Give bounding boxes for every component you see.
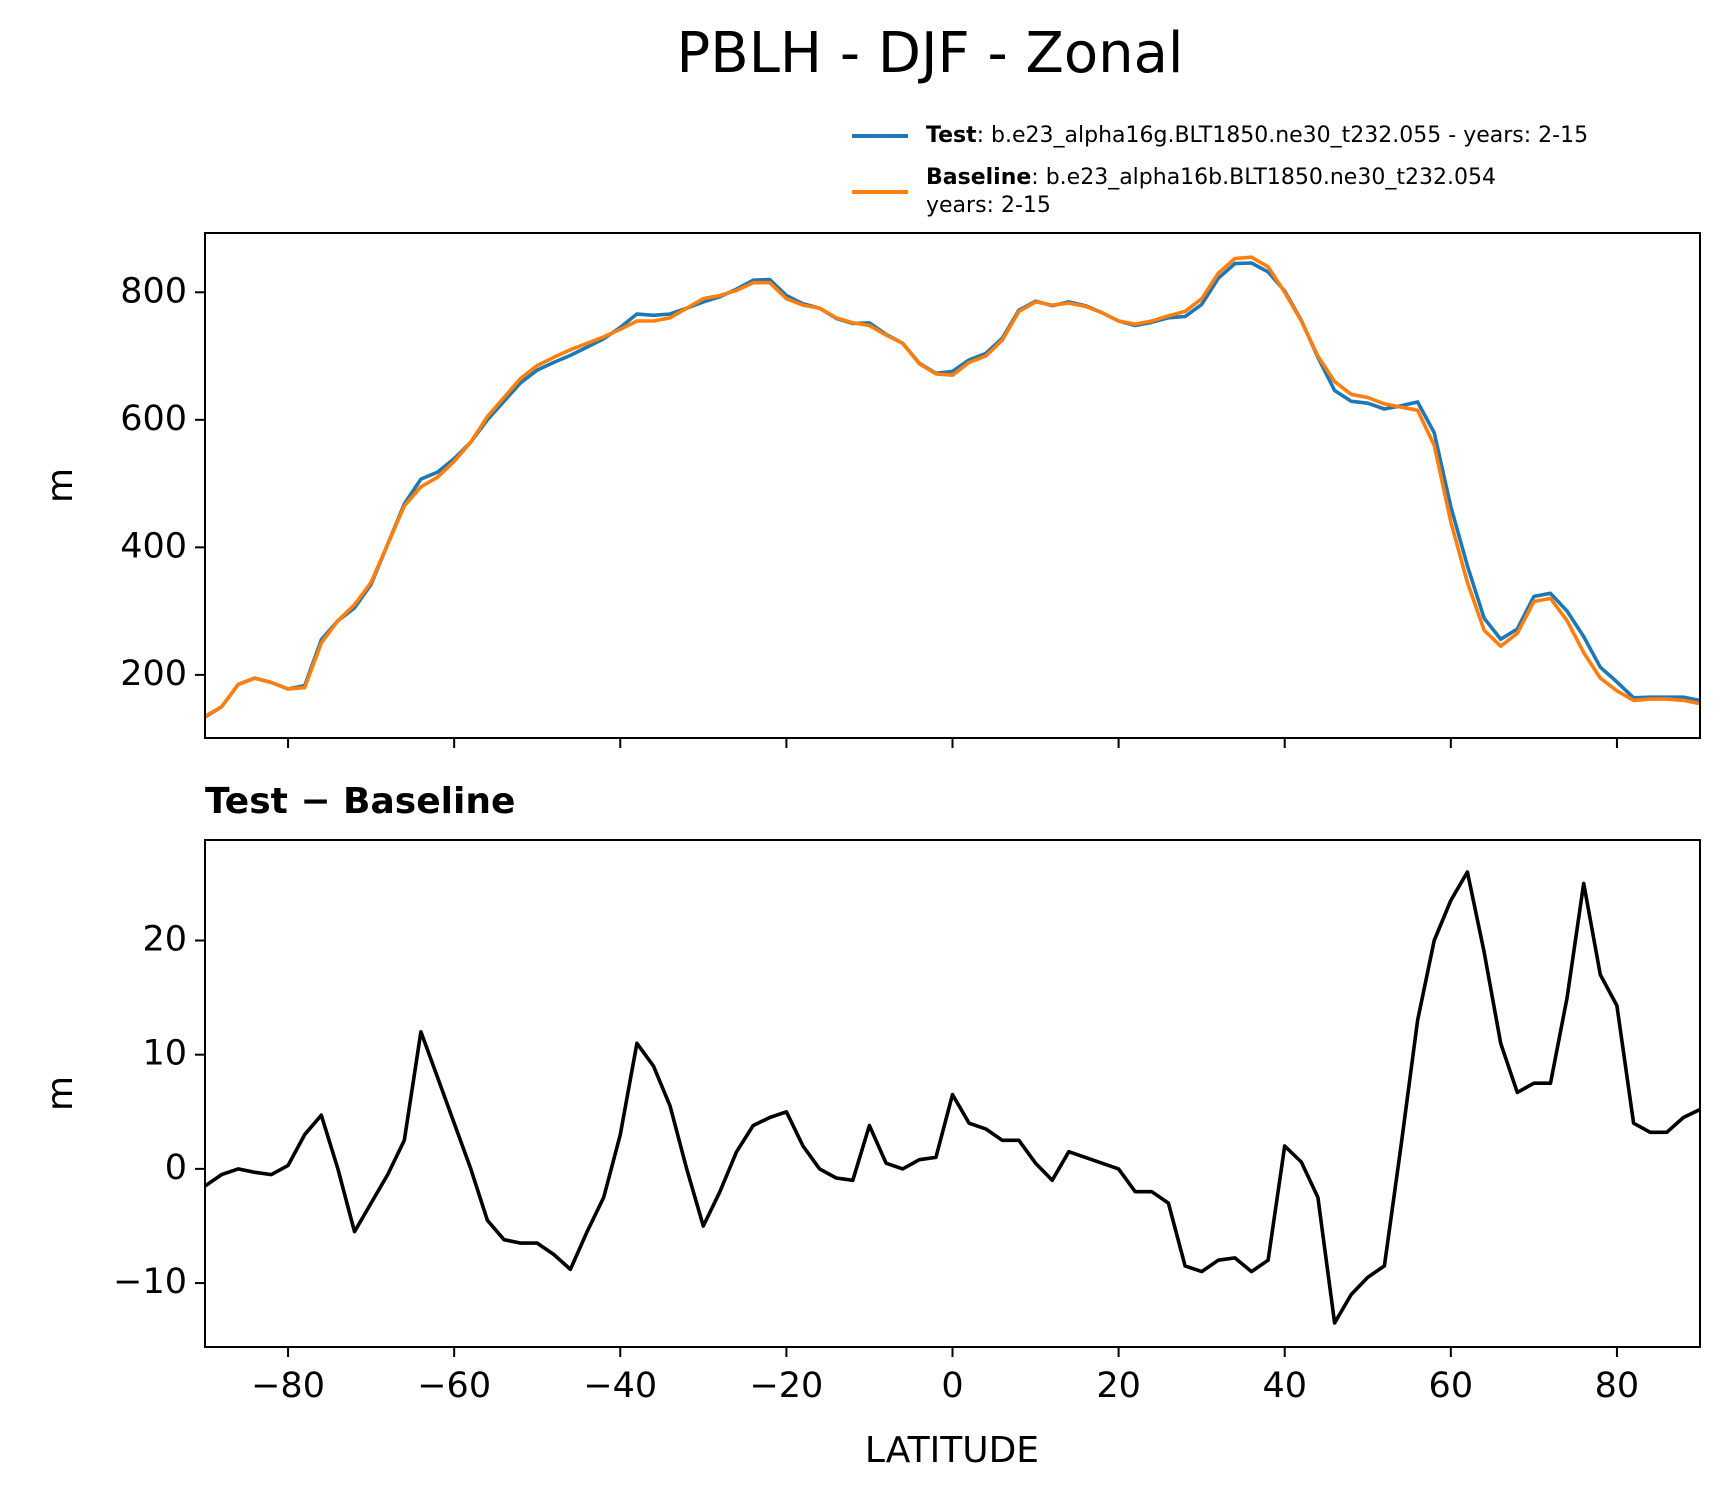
y-tick-label: 0 — [165, 1148, 187, 1188]
x-tick-label: 80 — [1595, 1366, 1640, 1406]
x-axis-label: LATITUDE — [865, 1430, 1039, 1471]
x-tick-label: 0 — [941, 1366, 963, 1406]
y-tick-label: 200 — [120, 654, 187, 694]
y-tick-label: 400 — [120, 526, 187, 566]
x-tick-label: 40 — [1262, 1366, 1307, 1406]
y-tick-label: −10 — [113, 1262, 187, 1302]
x-tick-label: −80 — [251, 1366, 325, 1406]
series-line — [205, 870, 1700, 1325]
y-tick-label: 600 — [120, 399, 187, 439]
y-tick-label: 20 — [142, 919, 187, 959]
chart-title: PBLH - DJF - Zonal — [677, 21, 1184, 86]
legend-text: Test: b.e23_alpha16g.BLT1850.ne30_t232.0… — [926, 123, 1588, 148]
panel-title: Test − Baseline — [205, 781, 515, 822]
y-axis-label: m — [40, 1076, 81, 1111]
legend-text: years: 2-15 — [926, 193, 1051, 218]
y-tick-label: 800 — [120, 271, 187, 311]
legend-description: years: 2-15 — [926, 193, 1051, 218]
legend-text: Baseline: b.e23_alpha16b.BLT1850.ne30_t2… — [926, 165, 1496, 190]
legend-name: Baseline — [926, 165, 1031, 190]
x-tick-label: 20 — [1096, 1366, 1141, 1406]
x-tick-label: −20 — [749, 1366, 823, 1406]
x-tick-label: −60 — [417, 1366, 491, 1406]
legend-name: Test — [926, 123, 977, 148]
y-tick-label: 10 — [142, 1034, 187, 1074]
series-line — [205, 255, 1700, 718]
x-tick-label: −40 — [583, 1366, 657, 1406]
legend-description: : b.e23_alpha16b.BLT1850.ne30_t232.054 — [1031, 165, 1496, 190]
x-tick-label: 60 — [1429, 1366, 1474, 1406]
legend-description: : b.e23_alpha16g.BLT1850.ne30_t232.055 -… — [977, 123, 1588, 148]
y-axis-label: m — [40, 468, 81, 503]
